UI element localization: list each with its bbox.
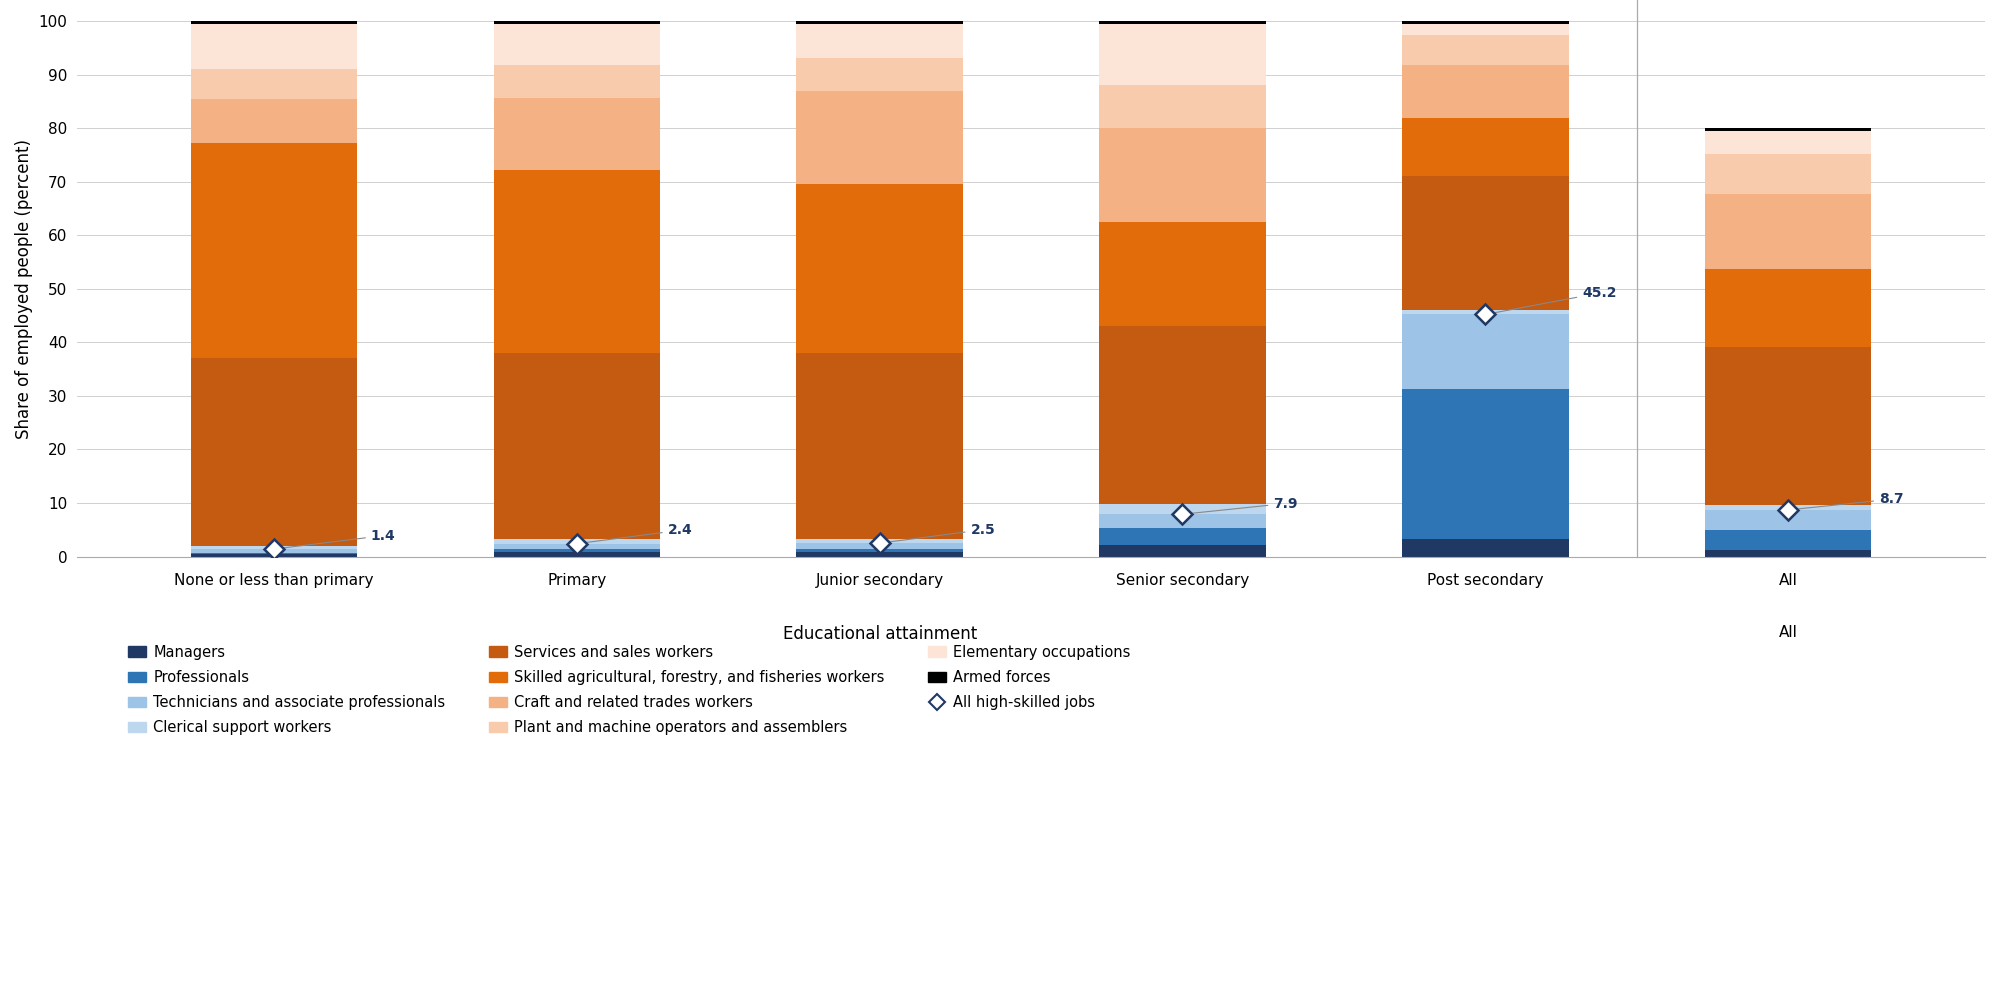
Bar xyxy=(494,66,660,97)
Bar xyxy=(190,69,358,98)
Bar xyxy=(1704,154,1872,194)
Bar xyxy=(1402,24,1568,35)
Bar xyxy=(1100,21,1266,24)
Bar xyxy=(190,549,358,553)
Bar xyxy=(1704,131,1872,154)
Bar xyxy=(1704,505,1872,510)
Bar xyxy=(190,21,358,24)
Bar xyxy=(796,353,962,539)
Bar xyxy=(494,353,660,539)
Text: 2.4: 2.4 xyxy=(580,523,692,543)
Bar xyxy=(190,358,358,546)
Bar xyxy=(1402,118,1568,176)
Bar xyxy=(1402,390,1568,539)
Bar xyxy=(1704,128,1872,131)
Bar xyxy=(190,24,358,69)
Bar xyxy=(190,554,358,557)
Bar xyxy=(1704,529,1872,550)
Bar xyxy=(1704,550,1872,557)
Bar xyxy=(1704,510,1872,529)
Bar xyxy=(1402,539,1568,557)
Text: 7.9: 7.9 xyxy=(1186,497,1298,514)
Bar xyxy=(1402,315,1568,390)
Text: 2.5: 2.5 xyxy=(882,523,996,543)
Bar xyxy=(1402,65,1568,118)
Bar xyxy=(190,546,358,549)
Text: 1.4: 1.4 xyxy=(276,528,396,549)
Bar xyxy=(494,552,660,557)
Bar xyxy=(494,24,660,66)
Bar xyxy=(1100,504,1266,515)
Bar xyxy=(494,544,660,549)
Bar xyxy=(494,97,660,170)
Bar xyxy=(796,24,962,58)
Bar xyxy=(1100,515,1266,527)
Bar xyxy=(1704,194,1872,269)
Bar xyxy=(494,539,660,544)
Bar xyxy=(1100,128,1266,221)
Bar xyxy=(190,143,358,358)
Bar xyxy=(494,21,660,24)
Bar xyxy=(1402,176,1568,310)
Bar xyxy=(494,549,660,552)
Bar xyxy=(1402,310,1568,315)
Text: 45.2: 45.2 xyxy=(1488,286,1616,314)
Bar xyxy=(494,170,660,353)
Bar xyxy=(1402,21,1568,24)
Bar xyxy=(1100,327,1266,504)
Bar xyxy=(796,91,962,184)
Bar xyxy=(796,58,962,91)
Bar xyxy=(1100,24,1266,86)
Bar xyxy=(1704,269,1872,346)
Bar xyxy=(1402,35,1568,65)
Bar xyxy=(1704,346,1872,505)
Y-axis label: Share of employed people (percent): Share of employed people (percent) xyxy=(14,139,32,439)
Bar xyxy=(190,98,358,143)
Bar xyxy=(190,553,358,554)
Legend: Managers, Professionals, Technicians and associate professionals, Clerical suppo: Managers, Professionals, Technicians and… xyxy=(122,639,1136,741)
Bar xyxy=(796,184,962,353)
Bar xyxy=(1100,527,1266,545)
Bar xyxy=(796,543,962,548)
Text: 8.7: 8.7 xyxy=(1790,492,1904,510)
Text: All: All xyxy=(1778,626,1798,641)
Bar xyxy=(796,21,962,24)
Bar xyxy=(1100,86,1266,128)
Bar xyxy=(796,548,962,552)
Bar xyxy=(1100,545,1266,557)
Bar xyxy=(796,552,962,557)
Text: Educational attainment: Educational attainment xyxy=(782,626,976,644)
Bar xyxy=(796,539,962,543)
Bar xyxy=(1100,221,1266,327)
